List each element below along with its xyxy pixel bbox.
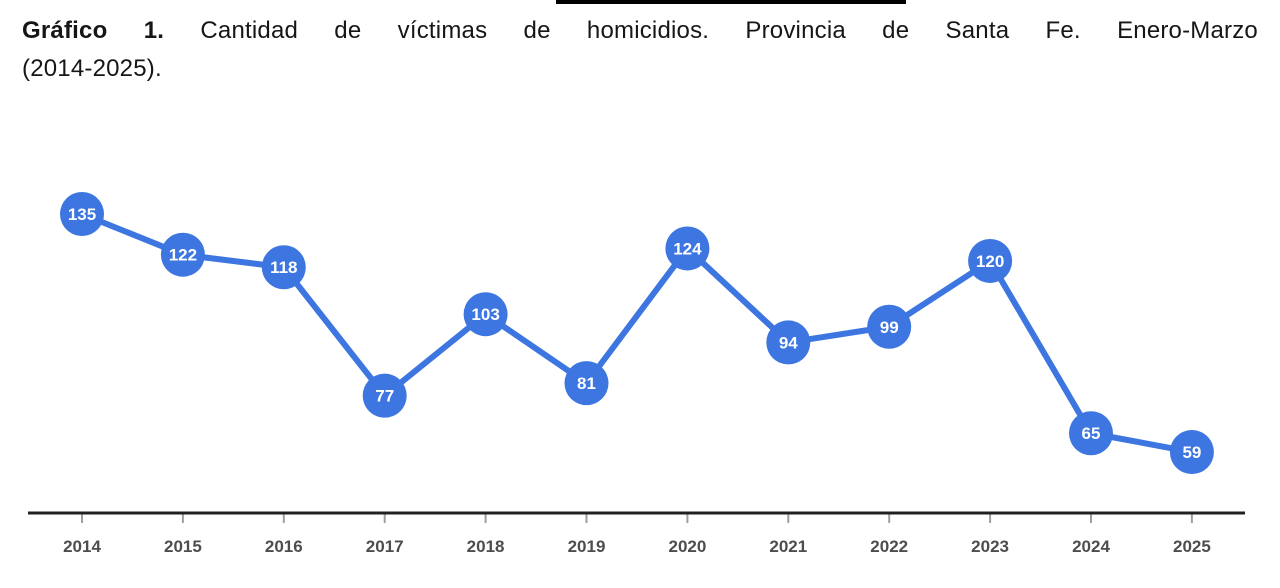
chart-title-line2: (2014-2025). bbox=[22, 55, 162, 82]
point-value-2017: 77 bbox=[375, 387, 394, 406]
x-axis-label-2015: 2015 bbox=[164, 537, 202, 556]
point-value-2022: 99 bbox=[880, 318, 899, 337]
x-axis-label-2014: 2014 bbox=[63, 537, 101, 556]
chart-title-line1: Gráfico 1. Cantidad de víctimas de homic… bbox=[22, 12, 1258, 50]
point-marker-2017 bbox=[362, 373, 407, 418]
point-value-2018: 103 bbox=[471, 305, 499, 324]
point-value-2016: 118 bbox=[270, 258, 297, 277]
x-axis-label-2019: 2019 bbox=[568, 537, 606, 556]
chart-title-text: Cantidad de víctimas de homicidios. Prov… bbox=[200, 17, 1258, 44]
point-value-2023: 120 bbox=[976, 252, 1004, 271]
point-value-2021: 94 bbox=[779, 333, 798, 352]
point-marker-2019 bbox=[564, 361, 609, 406]
x-axis-label-2018: 2018 bbox=[467, 537, 505, 556]
point-marker-2023 bbox=[968, 238, 1013, 283]
point-value-2025: 59 bbox=[1182, 443, 1201, 462]
x-axis-label-2022: 2022 bbox=[870, 537, 908, 556]
point-marker-2015 bbox=[160, 232, 205, 277]
point-marker-2021 bbox=[766, 320, 811, 365]
top-edge-line bbox=[556, 0, 906, 4]
x-axis-label-2021: 2021 bbox=[769, 537, 807, 556]
x-axis-label-2025: 2025 bbox=[1173, 537, 1211, 556]
x-axis-label-2020: 2020 bbox=[668, 537, 706, 556]
point-value-2019: 81 bbox=[577, 374, 596, 393]
point-marker-2020 bbox=[665, 226, 710, 271]
point-marker-2024 bbox=[1069, 411, 1113, 456]
point-marker-2018 bbox=[463, 292, 508, 337]
point-marker-2022 bbox=[867, 304, 912, 349]
x-axis-label-2016: 2016 bbox=[265, 537, 303, 556]
point-marker-2016 bbox=[261, 245, 306, 290]
point-value-2024: 65 bbox=[1082, 424, 1101, 443]
chart-title: Gráfico 1. Cantidad de víctimas de homic… bbox=[22, 12, 1258, 88]
chart-title-label: Gráfico 1. bbox=[22, 17, 165, 44]
point-value-2020: 124 bbox=[673, 239, 702, 258]
x-axis-label-2017: 2017 bbox=[366, 537, 404, 556]
point-value-2014: 135 bbox=[68, 205, 96, 224]
trend-line bbox=[79, 211, 1195, 456]
point-marker-2014 bbox=[60, 192, 104, 236]
x-axis-label-2024: 2024 bbox=[1072, 537, 1110, 556]
x-axis-label-2023: 2023 bbox=[971, 537, 1009, 556]
point-marker-2025 bbox=[1169, 430, 1214, 475]
point-value-2015: 122 bbox=[169, 246, 197, 265]
